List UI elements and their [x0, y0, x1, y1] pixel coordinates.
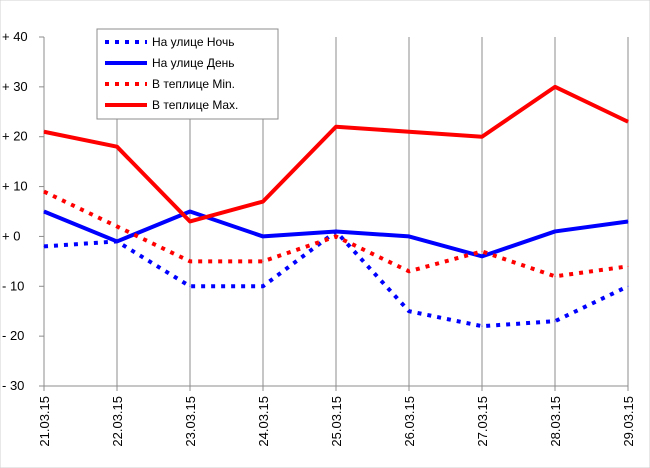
- data-point: [189, 220, 191, 222]
- y-tick-label: + 0: [2, 228, 20, 243]
- y-tick-label: + 40: [2, 29, 28, 44]
- data-point: [554, 86, 556, 88]
- data-point: [43, 191, 45, 193]
- data-point: [262, 201, 264, 203]
- legend: На улице Ночь На улице День В теплице Min.…: [96, 28, 279, 120]
- data-point: [408, 270, 410, 272]
- data-point: [408, 235, 410, 237]
- data-point: [408, 131, 410, 133]
- data-point: [408, 310, 410, 312]
- y-tick-label: - 30: [2, 378, 24, 393]
- data-point: [554, 275, 556, 277]
- data-point: [43, 211, 45, 212]
- data-point: [189, 211, 191, 212]
- data-point: [116, 225, 118, 227]
- data-point: [554, 320, 556, 322]
- legend-label-4: В теплице Max.: [152, 98, 238, 112]
- legend-label-2: На улице День: [152, 56, 235, 70]
- data-point: [481, 136, 483, 138]
- data-point: [262, 260, 264, 262]
- y-tick-label: + 20: [2, 129, 28, 144]
- legend-label-3: В теплице Min.: [152, 77, 235, 91]
- x-tick-label: 22.03.15: [110, 396, 125, 447]
- data-point: [481, 255, 483, 257]
- y-tick-label: + 30: [2, 79, 28, 94]
- data-point: [481, 250, 483, 252]
- y-tick-label: - 20: [2, 328, 24, 343]
- data-point: [627, 265, 629, 267]
- data-point: [116, 146, 118, 148]
- x-axis-ticks: 21.03.15 22.03.15 23.03.15 24.03.15 25.03.15…: [37, 386, 636, 447]
- data-point: [627, 121, 629, 123]
- data-point: [481, 325, 483, 327]
- data-point: [116, 240, 118, 242]
- data-point: [335, 235, 337, 237]
- data-point: [554, 230, 556, 232]
- x-tick-label: 27.03.15: [475, 396, 490, 447]
- series-lines: [43, 84, 629, 329]
- data-point: [335, 230, 337, 232]
- y-tick-label: - 10: [2, 278, 24, 293]
- x-tick-label: 21.03.15: [37, 396, 52, 447]
- x-tick-label: 29.03.15: [621, 396, 636, 447]
- data-point: [262, 235, 264, 237]
- x-tick-label: 28.03.15: [548, 396, 563, 447]
- y-tick-label: + 10: [2, 179, 28, 194]
- x-tick-label: 25.03.15: [329, 396, 344, 447]
- data-point: [627, 285, 629, 287]
- x-tick-label: 26.03.15: [402, 396, 417, 447]
- data-point: [43, 245, 45, 247]
- x-tick-label: 24.03.15: [256, 396, 271, 447]
- data-point: [262, 285, 264, 287]
- x-tick-label: 23.03.15: [183, 396, 198, 447]
- data-point: [43, 131, 45, 133]
- legend-label-1: На улице Ночь: [152, 35, 234, 49]
- data-point: [335, 126, 337, 128]
- data-point: [627, 220, 629, 222]
- y-axis-ticks: + 40 + 30 + 20 + 10 + 0 - 10 - 20 - 30: [2, 29, 44, 393]
- data-point: [189, 285, 191, 287]
- data-point: [189, 260, 191, 262]
